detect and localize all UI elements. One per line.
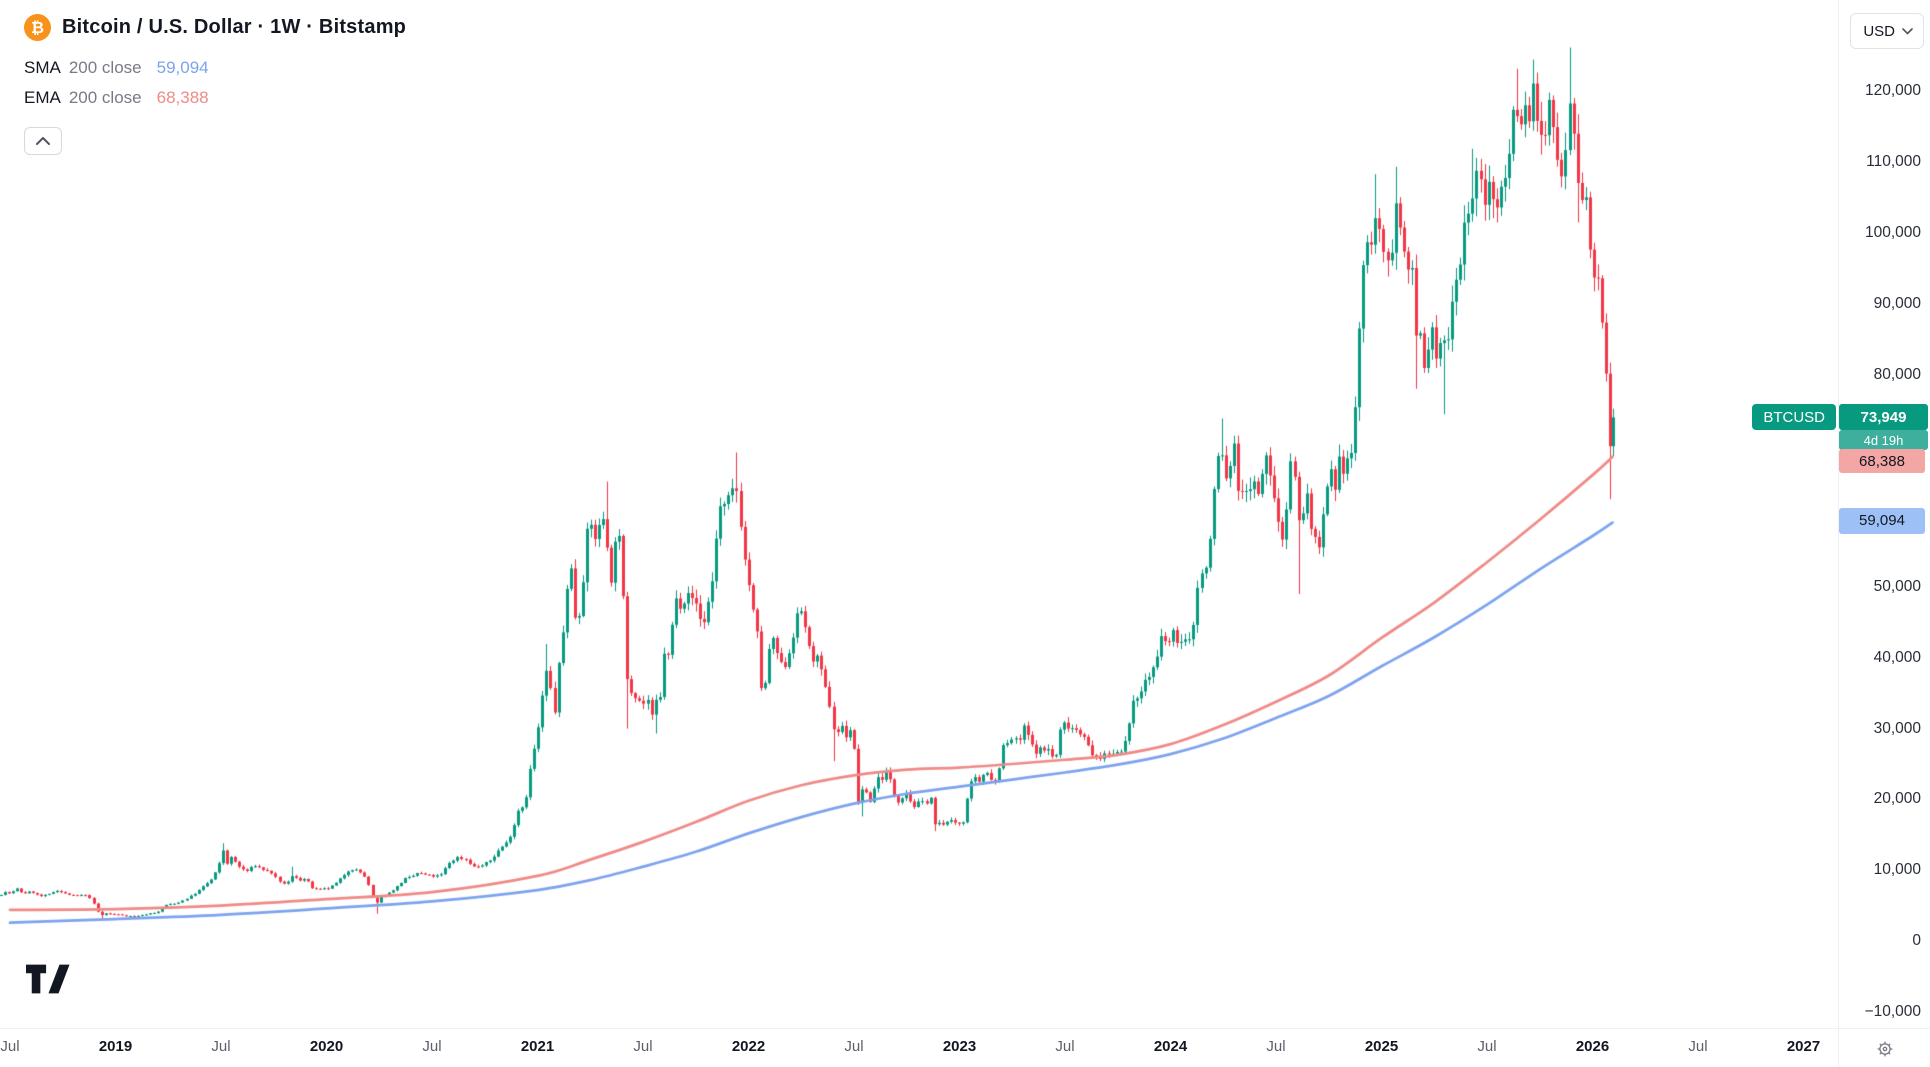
price-axis-label: 50,000	[1873, 578, 1921, 595]
axis-corner	[1838, 1028, 1930, 1067]
bar-countdown-label: 4d 19h	[1839, 430, 1928, 451]
currency-selector[interactable]: USD	[1850, 13, 1924, 49]
time-axis-year-label: 2023	[942, 1038, 977, 1055]
currency-value: USD	[1863, 22, 1895, 40]
sma-price-label: 59,094	[1839, 507, 1925, 534]
chart-settings-icon[interactable]	[1876, 1040, 1894, 1058]
price-axis-label: 40,000	[1873, 648, 1921, 666]
indicator-params: 200 close	[68, 58, 142, 77]
price-axis-label: 0	[1912, 932, 1921, 949]
price-axis-label: 110,000	[1866, 153, 1921, 171]
time-axis-year-label: 2026	[1575, 1038, 1610, 1055]
price-axis[interactable]: 120,000 110,000 100,000 90,000 80,000 50,000 4…	[1838, 0, 1930, 1028]
countdown-text: 4d 19h	[1863, 432, 1904, 448]
symbol-title-row[interactable]: ₿ Bitcoin / U.S. Dollar · 1W · Bitstamp	[24, 14, 406, 41]
last-price-text: 73,949	[1860, 408, 1907, 426]
time-axis-year-label: 2025	[1364, 1038, 1399, 1055]
indicator-legend: SMA 200 close 59,094 EMA 200 close 68,38…	[24, 53, 406, 113]
time-axis[interactable]: Jul 2019 Jul 2020 Jul 2021 Jul 2022 Jul 2023 Jul 20…	[0, 1028, 1838, 1067]
ema-legend-value: 68,388	[156, 88, 209, 107]
time-axis-year-label: 2021	[520, 1038, 555, 1055]
chart-canvas[interactable]	[0, 0, 1838, 1028]
time-axis-month-label: Jul	[1055, 1038, 1075, 1055]
price-axis-label: 100,000	[1864, 224, 1921, 241]
time-axis-year-label: 2027	[1786, 1038, 1821, 1055]
tradingview-logo[interactable]	[26, 964, 70, 999]
indicator-legend-sma[interactable]: SMA 200 close 59,094	[24, 53, 406, 83]
time-axis-year-label: 2022	[731, 1038, 766, 1055]
symbol-badge-text: BTCUSD	[1763, 408, 1825, 426]
price-axis-label: 80,000	[1873, 365, 1921, 383]
chevron-up-icon	[36, 137, 50, 145]
time-axis-month-label: Jul	[0, 1038, 20, 1055]
indicator-legend-ema[interactable]: EMA 200 close 68,388	[24, 83, 406, 113]
time-axis-month-label: Jul	[633, 1038, 653, 1055]
chart-header: ₿ Bitcoin / U.S. Dollar · 1W · Bitstamp …	[24, 14, 406, 155]
ema-badge-text: 68,388	[1859, 452, 1905, 470]
time-axis-month-label: Jul	[211, 1038, 231, 1055]
time-axis-month-label: Jul	[422, 1038, 442, 1055]
indicator-name: SMA	[24, 58, 61, 77]
symbol-title: Bitcoin / U.S. Dollar · 1W · Bitstamp	[62, 16, 407, 38]
sma-badge-text: 59,094	[1859, 512, 1905, 530]
symbol-price-label: BTCUSD	[1752, 404, 1836, 431]
time-axis-month-label: Jul	[1688, 1038, 1708, 1055]
time-axis-month-label: Jul	[1477, 1038, 1497, 1055]
time-axis-year-label: 2024	[1153, 1038, 1188, 1055]
price-axis-label: 20,000	[1873, 790, 1921, 808]
time-axis-month-label: Jul	[844, 1038, 864, 1055]
price-axis-label: 10,000	[1873, 861, 1921, 879]
indicator-params: 200 close	[68, 88, 142, 107]
collapse-legend-button[interactable]	[24, 127, 62, 155]
time-axis-year-label: 2019	[98, 1038, 133, 1055]
bitcoin-logo-icon: ₿	[24, 14, 51, 41]
price-axis-label: 90,000	[1873, 294, 1921, 312]
chevron-down-icon	[1902, 27, 1913, 35]
time-axis-year-label: 2020	[309, 1038, 344, 1055]
last-price-label: 73,949	[1839, 404, 1928, 431]
price-axis-label: 120,000	[1864, 82, 1921, 100]
indicator-name: EMA	[24, 88, 61, 107]
sma-legend-value: 59,094	[156, 58, 209, 77]
ema-price-label: 68,388	[1839, 449, 1925, 474]
price-axis-label: −10,000	[1864, 1002, 1921, 1020]
price-axis-label: 30,000	[1873, 719, 1921, 737]
time-axis-month-label: Jul	[1266, 1038, 1286, 1055]
